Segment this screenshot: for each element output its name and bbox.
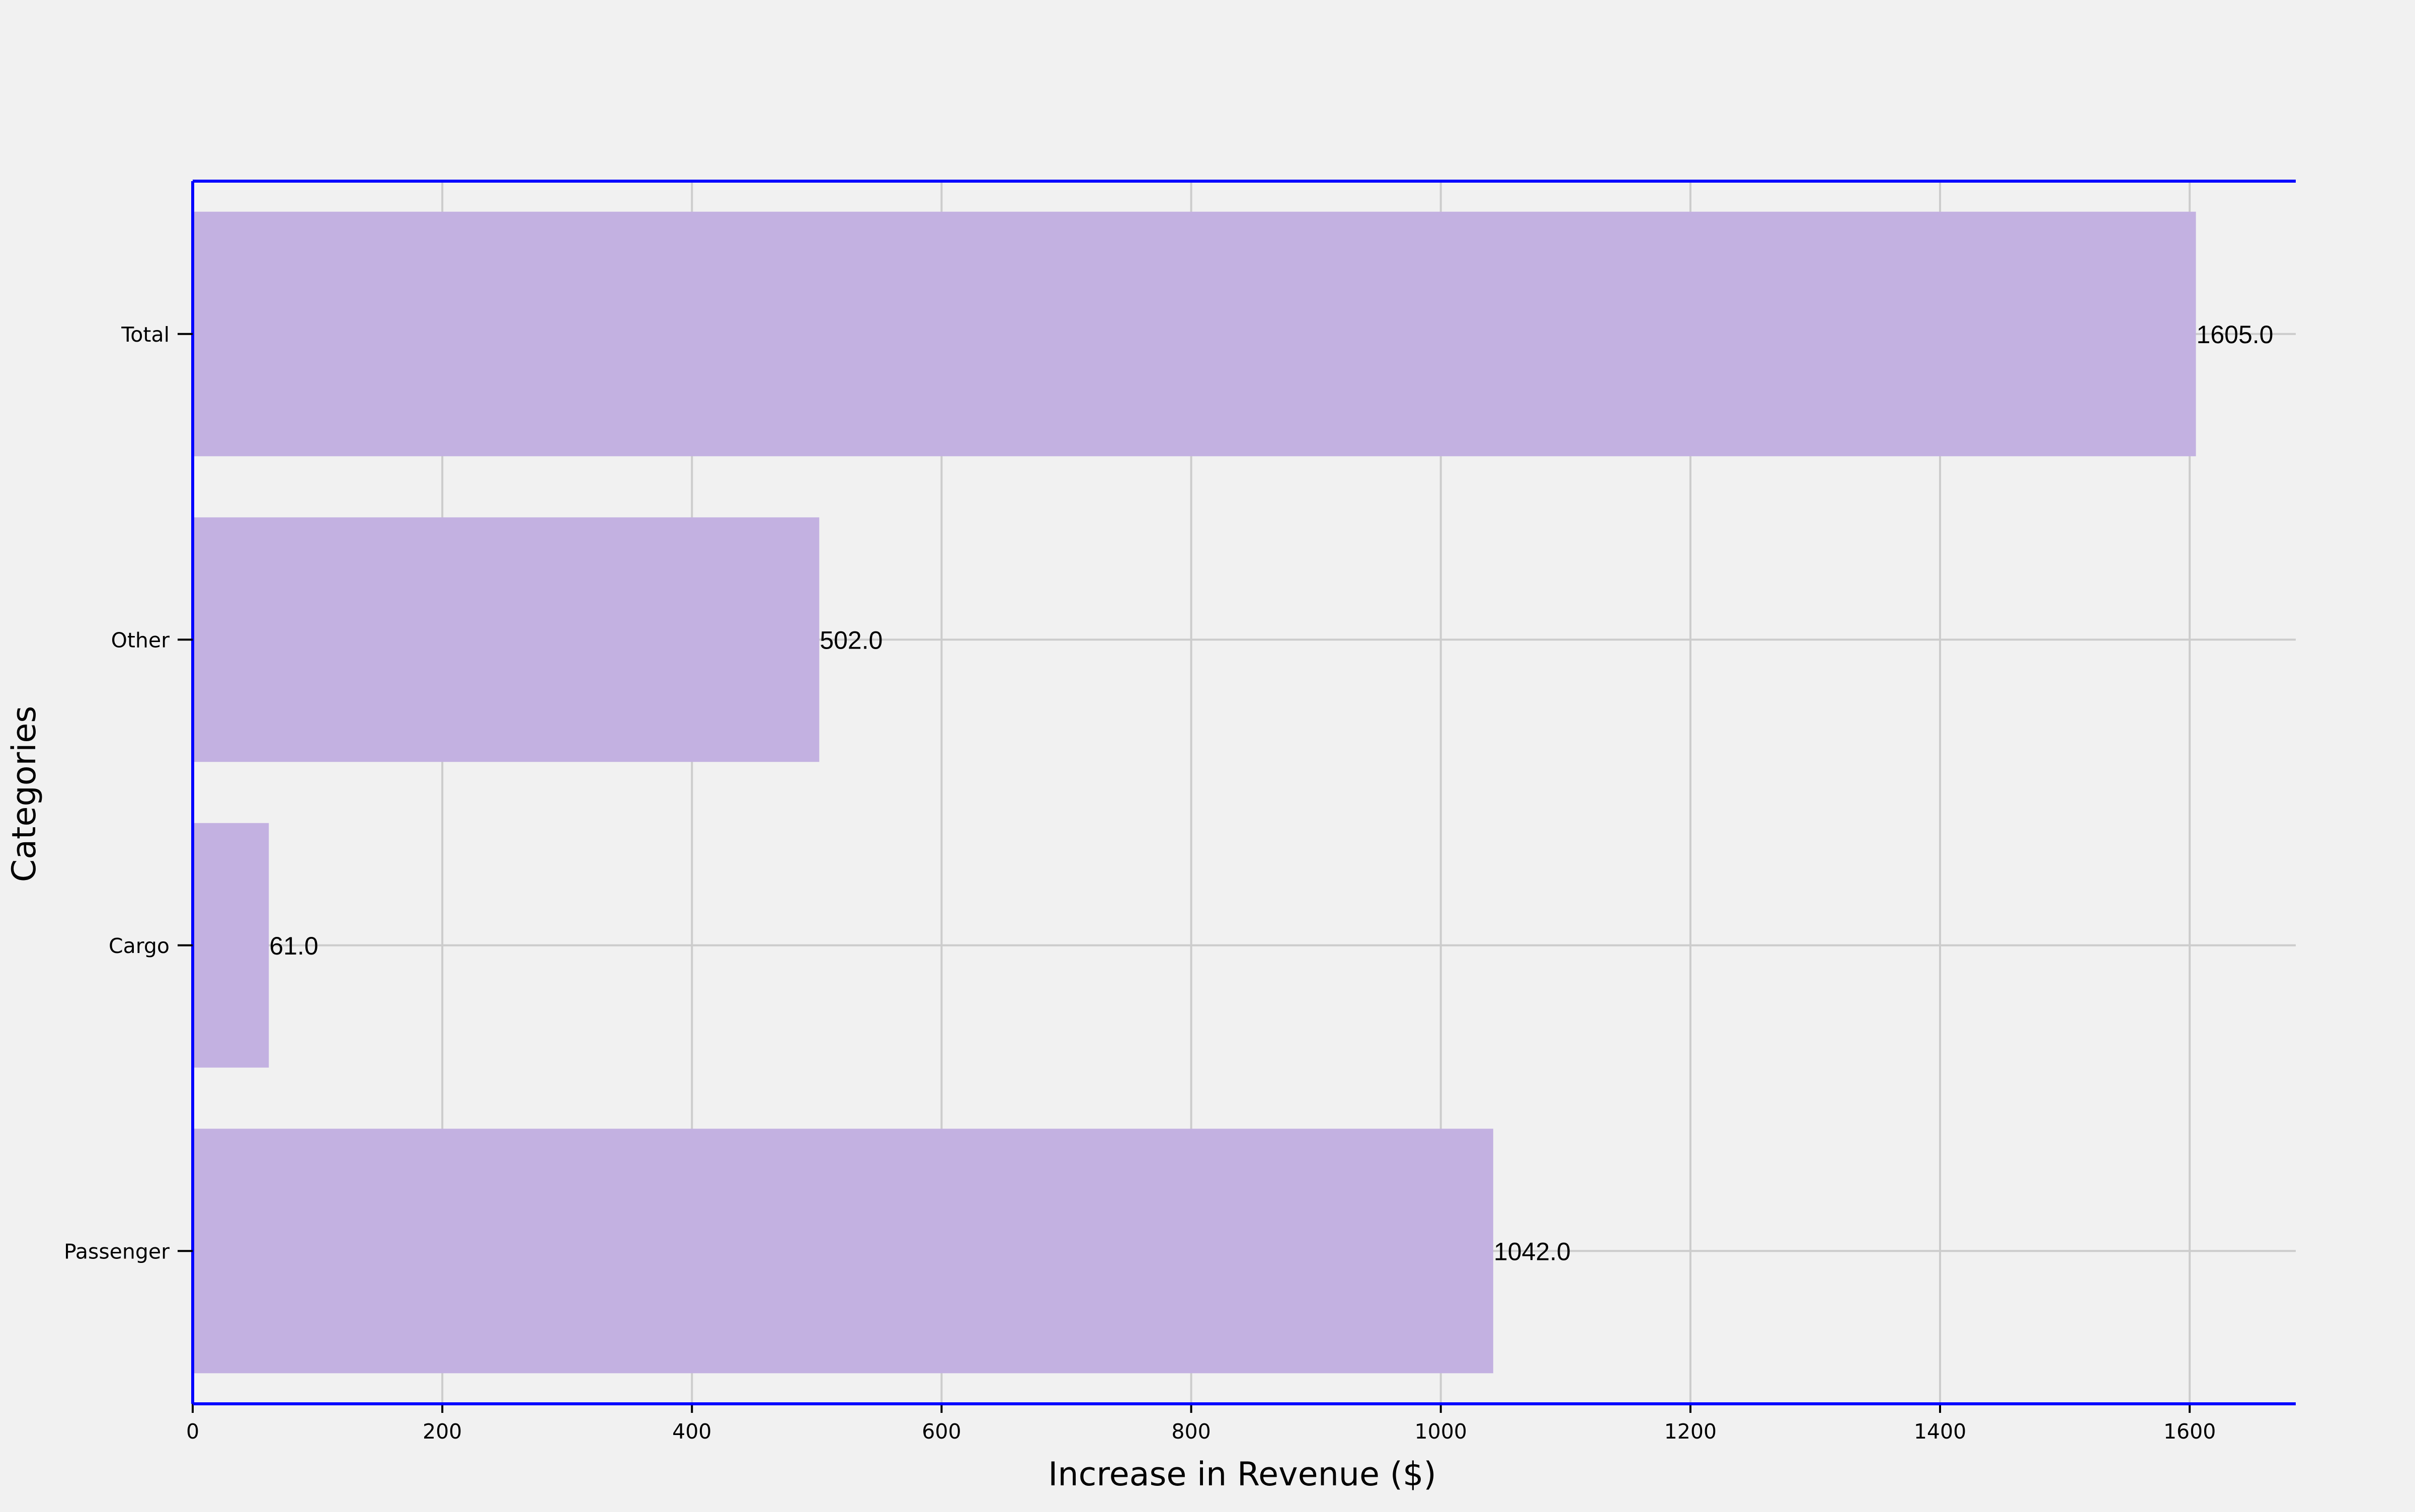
x-tick-label: 800 xyxy=(1171,1419,1211,1444)
bar-value-label: 502.0 xyxy=(820,626,882,654)
x-tick-label: 1000 xyxy=(1415,1419,1467,1444)
x-tick-label: 1400 xyxy=(1914,1419,1966,1444)
y-tick-label: Total xyxy=(121,323,170,347)
y-tick-label: Passenger xyxy=(64,1239,170,1263)
bar-value-label: 61.0 xyxy=(269,932,318,960)
bar-value-label: 1605.0 xyxy=(2197,321,2274,349)
y-axis-title: Categories xyxy=(6,706,43,882)
x-tick-label: 1200 xyxy=(1664,1419,1717,1444)
bar-layer xyxy=(193,211,2196,1374)
y-tick-label: Cargo xyxy=(109,934,170,958)
bar-total xyxy=(193,211,2196,456)
x-tick-label: 600 xyxy=(922,1419,961,1444)
bar-other xyxy=(193,517,820,762)
bar-value-label: 1042.0 xyxy=(1494,1237,1571,1265)
x-axis-title: Increase in Revenue ($) xyxy=(1048,1456,1436,1493)
axis-layer xyxy=(178,180,2296,1413)
x-tick-label: 1600 xyxy=(2163,1419,2216,1444)
y-tick-label: Other xyxy=(111,628,170,652)
bar-passenger xyxy=(193,1129,1493,1374)
label-layer: 0 200 400 600 800 1000 1200 1400 1600 Passenger 10… xyxy=(64,321,2274,1444)
bar-cargo xyxy=(193,823,269,1068)
x-tick-label: 400 xyxy=(672,1419,711,1444)
x-tick-label: 200 xyxy=(423,1419,462,1444)
x-tick-label: 0 xyxy=(186,1419,199,1444)
